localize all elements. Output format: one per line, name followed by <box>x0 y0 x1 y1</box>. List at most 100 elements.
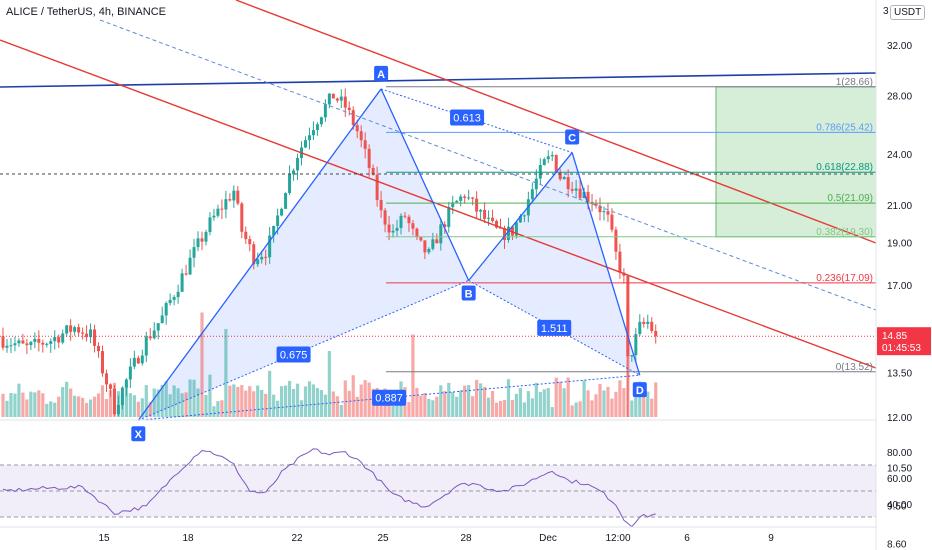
volume-bar <box>451 392 455 417</box>
volume-bar <box>272 394 276 417</box>
candle-body <box>650 321 654 332</box>
candle-body <box>379 200 383 211</box>
candle-body <box>443 224 447 228</box>
volume-bar <box>602 390 606 417</box>
candle-body <box>132 357 136 367</box>
volume-bar <box>459 390 463 417</box>
candle-body <box>387 224 391 233</box>
pattern-point-label: A <box>377 69 385 81</box>
candle-body <box>220 208 224 210</box>
candle-body <box>93 329 97 346</box>
volume-bar <box>192 379 196 417</box>
volume-bar <box>152 388 156 417</box>
volume-bar <box>132 395 136 417</box>
volume-bar <box>280 386 284 417</box>
volume-bar <box>33 392 37 417</box>
ratio-label: 0.887 <box>375 393 403 405</box>
candle-body <box>192 247 196 258</box>
volume-bar <box>538 391 542 417</box>
candle-body <box>196 238 200 248</box>
volume-bar <box>407 402 411 417</box>
volume-bar <box>482 386 487 417</box>
candle-body <box>240 203 244 232</box>
candle-body <box>654 331 658 337</box>
volume-bar <box>160 384 164 417</box>
candle-body <box>363 140 367 149</box>
volume-bar <box>61 387 65 417</box>
volume-bar <box>574 402 578 417</box>
time-tick-label: Dec <box>539 533 557 544</box>
symbol-title: ALICE / TetherUS, 4h, BINANCE <box>6 6 166 18</box>
volume-bar <box>618 380 622 417</box>
volume-bar <box>100 385 105 417</box>
volume-bar <box>156 389 160 417</box>
volume-bar <box>144 385 148 417</box>
volume-bar <box>220 400 224 417</box>
volume-bar <box>323 394 327 417</box>
fib-level-label: 0.786(25.42) <box>816 122 873 133</box>
candle-body <box>598 205 602 213</box>
candle-body <box>327 93 331 105</box>
volume-bar <box>283 385 288 417</box>
volume-bar <box>494 402 499 417</box>
time-tick-label: 12:00 <box>605 533 630 544</box>
volume-bar <box>582 380 586 417</box>
volume-bar <box>546 388 550 417</box>
candle-body <box>570 189 574 191</box>
volume-bar <box>276 400 280 417</box>
candle-body <box>284 193 288 209</box>
price-tick-label: 24.00 <box>887 150 912 161</box>
channel-top-line <box>235 0 877 244</box>
candle-body <box>156 323 160 331</box>
volume-bar <box>359 384 363 417</box>
candle-body <box>530 189 534 200</box>
candle-body <box>236 190 240 204</box>
candle-body <box>546 156 550 160</box>
candle-body <box>276 215 280 226</box>
ratio-label: 1.511 <box>541 323 568 335</box>
candle-body <box>359 131 363 141</box>
candle-body <box>534 178 538 190</box>
candle-body <box>29 341 33 346</box>
time-tick-label: 6 <box>684 533 690 544</box>
candle-body <box>45 343 49 345</box>
volume-bar <box>88 399 93 417</box>
currency-button[interactable]: USDT <box>890 5 926 20</box>
price-tick-label: 12.00 <box>887 413 912 424</box>
price-tick-label: 10.50 <box>887 464 912 475</box>
candle-body <box>610 214 614 230</box>
candle-body <box>335 98 339 101</box>
scale-marker[interactable]: 3 <box>883 6 889 17</box>
price-tick-label: 8.60 <box>887 539 907 550</box>
candle-body <box>144 336 148 356</box>
volume-bar <box>411 334 415 417</box>
volume-bar <box>256 385 260 417</box>
volume-bar <box>180 393 184 417</box>
volume-bar <box>502 400 507 417</box>
candle-body <box>164 303 168 316</box>
fib-level-label: 0.5(21.09) <box>827 193 873 204</box>
pattern-leg <box>137 88 382 421</box>
price-tick-label: 32.00 <box>887 41 912 52</box>
volume-bar <box>140 398 144 417</box>
price-tick-label: 17.00 <box>887 281 912 292</box>
volume-bar <box>379 395 383 417</box>
volume-bar <box>204 394 208 417</box>
candle-body <box>351 110 355 126</box>
candle-body <box>518 216 522 223</box>
volume-bar <box>335 396 339 417</box>
candle-body <box>232 190 236 201</box>
pattern-point-label: C <box>568 133 576 145</box>
candle-body <box>391 230 395 233</box>
volume-bar <box>13 393 17 417</box>
volume-bar <box>260 390 264 417</box>
candle-body <box>479 209 483 212</box>
price-scale-panel <box>876 0 932 550</box>
candle-body <box>152 330 156 339</box>
candle-body <box>471 197 475 199</box>
candle-body <box>347 107 351 111</box>
candle-body <box>176 291 180 298</box>
volume-bar <box>69 388 73 417</box>
volume-bar <box>339 405 343 417</box>
